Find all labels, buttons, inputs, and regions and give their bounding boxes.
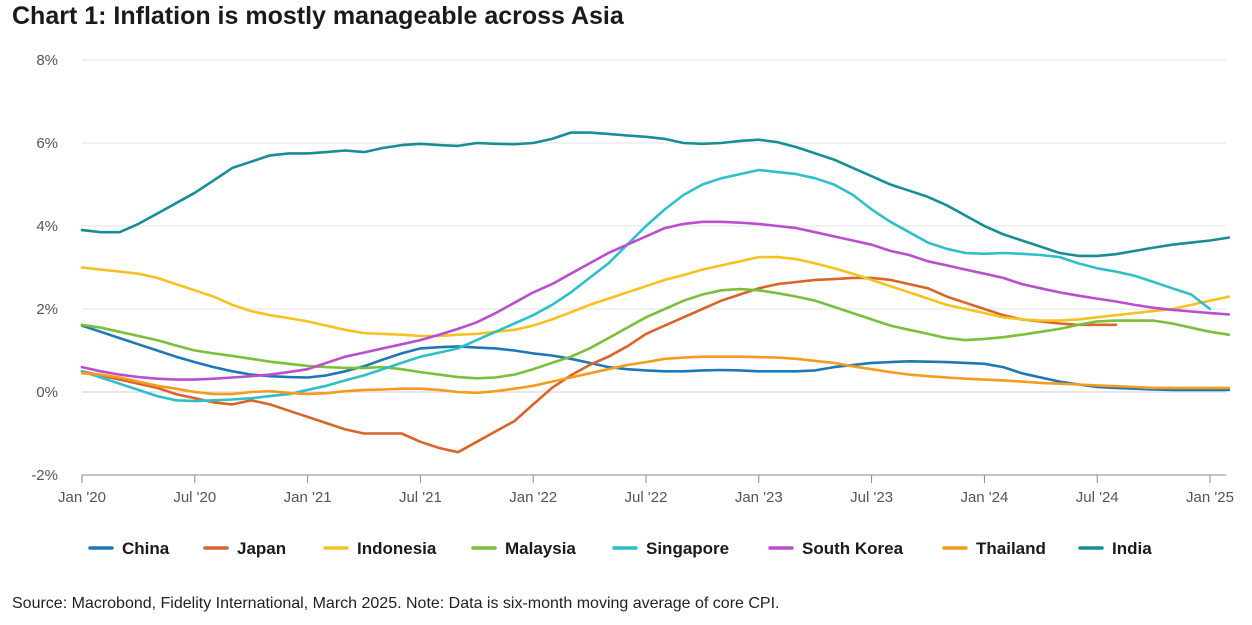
legend-label-indonesia: Indonesia <box>357 539 437 558</box>
series-line-south-korea <box>80 220 1231 381</box>
x-tick-label: Jan '20 <box>58 489 106 506</box>
legend-label-malaysia: Malaysia <box>505 539 576 558</box>
x-tick-label: Jan '24 <box>960 489 1008 506</box>
series-line-malaysia <box>80 287 1231 380</box>
x-tick-label: Jan '23 <box>735 489 783 506</box>
x-tick-label: Jul '24 <box>1076 489 1119 506</box>
series-line-thailand <box>80 355 1231 396</box>
x-tick-label: Jan '25 <box>1186 489 1234 506</box>
x-tick-label: Jul '23 <box>850 489 893 506</box>
legend-label-thailand: Thailand <box>976 539 1046 558</box>
legend-label-japan: Japan <box>237 539 286 558</box>
y-tick-label: 6% <box>36 135 58 152</box>
y-tick-label: -2% <box>31 467 58 484</box>
series-line-indonesia <box>80 255 1231 338</box>
legend-label-india: India <box>1112 539 1152 558</box>
series-line-singapore <box>80 168 1212 403</box>
x-tick-label: Jan '22 <box>509 489 557 506</box>
source-note: Source: Macrobond, Fidelity Internationa… <box>12 595 780 612</box>
x-tick-label: Jul '22 <box>625 489 668 506</box>
series-line-japan <box>80 276 1118 454</box>
y-tick-label: 2% <box>36 301 58 318</box>
series-line-china <box>80 324 1231 392</box>
chart-title: Chart 1: Inflation is mostly manageable … <box>12 2 624 30</box>
series-line-india <box>80 131 1231 258</box>
legend-label-south-korea: South Korea <box>802 539 904 558</box>
y-tick-label: 8% <box>36 52 58 69</box>
legend-label-china: China <box>122 539 170 558</box>
x-tick-label: Jan '21 <box>284 489 332 506</box>
y-tick-label: 0% <box>36 384 58 401</box>
x-tick-label: Jul '21 <box>399 489 442 506</box>
y-tick-label: 4% <box>36 218 58 235</box>
legend-label-singapore: Singapore <box>646 539 729 558</box>
x-tick-label: Jul '20 <box>173 489 216 506</box>
